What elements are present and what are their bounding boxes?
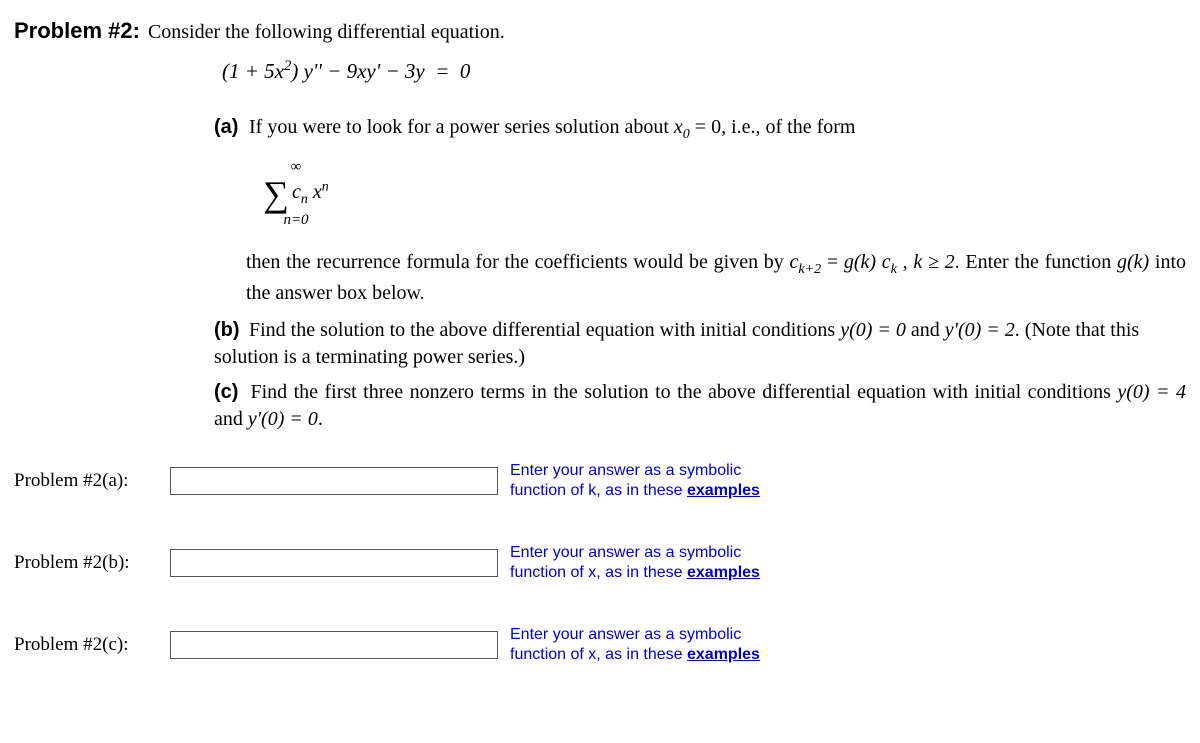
x0-sub: 0 bbox=[683, 127, 690, 142]
answer-b-hint: Enter your answer as a symbolic function… bbox=[510, 543, 790, 583]
heading-row: Problem #2: Consider the following diffe… bbox=[14, 18, 1186, 44]
part-a-text2: = 0, i.e., of the form bbox=[690, 116, 856, 138]
part-c: (c) Find the first three nonzero terms i… bbox=[214, 379, 1186, 433]
problem-label: Problem #2: bbox=[14, 18, 140, 44]
k-cond: k ≥ 2 bbox=[913, 251, 954, 273]
answer-c-examples-link[interactable]: examples bbox=[687, 646, 760, 663]
answer-c-input[interactable] bbox=[170, 631, 498, 659]
ck-c: c bbox=[882, 251, 891, 273]
sigma-expression: ∞ ∑ cn xn n=0 bbox=[256, 159, 336, 229]
part-a-label: (a) bbox=[214, 114, 244, 141]
answer-a-hint: Enter your answer as a symbolic function… bbox=[510, 461, 790, 501]
part-b-y0: y(0) = 0 bbox=[840, 319, 906, 341]
part-c-text1: Find the first three nonzero terms in th… bbox=[250, 381, 1117, 403]
part-a: (a) If you were to look for a power seri… bbox=[214, 114, 1186, 145]
part-b-yp0: y'(0) = 2 bbox=[945, 319, 1015, 341]
answer-a-examples-link[interactable]: examples bbox=[687, 482, 760, 499]
part-c-label: (c) bbox=[214, 379, 244, 406]
answer-row-a: Problem #2(a): Enter your answer as a sy… bbox=[14, 461, 1186, 501]
part-c-and: and bbox=[214, 408, 248, 430]
ck2-sub: k+2 bbox=[798, 262, 821, 277]
part-a-text3a: then the recurrence formula for the coef… bbox=[246, 251, 790, 273]
sigma-lower-limit: n=0 bbox=[283, 212, 308, 229]
answer-a-label: Problem #2(a): bbox=[14, 470, 170, 492]
answer-section: Problem #2(a): Enter your answer as a sy… bbox=[14, 461, 1186, 665]
problem-body: (1 + 5x2) y'' − 9xy' − 3y = 0 (a) If you… bbox=[214, 58, 1186, 433]
answer-c-hint: Enter your answer as a symbolic function… bbox=[510, 625, 790, 665]
part-b-label: (b) bbox=[214, 317, 244, 344]
problem-intro: Consider the following differential equa… bbox=[148, 21, 505, 44]
answer-row-c: Problem #2(c): Enter your answer as a sy… bbox=[14, 625, 1186, 665]
part-b: (b) Find the solution to the above diffe… bbox=[214, 317, 1186, 371]
answer-a-input[interactable] bbox=[170, 467, 498, 495]
answer-b-examples-link[interactable]: examples bbox=[687, 564, 760, 581]
answer-row-b: Problem #2(b): Enter your answer as a sy… bbox=[14, 543, 1186, 583]
sigma-body: cn xn bbox=[292, 180, 329, 209]
part-c-yp0: y'(0) = 0 bbox=[248, 408, 318, 430]
part-a-eq: = bbox=[821, 251, 844, 273]
gk2: g(k) bbox=[1117, 251, 1149, 273]
sigma-symbol: ∑ bbox=[263, 176, 289, 212]
differential-equation: (1 + 5x2) y'' − 9xy' − 3y = 0 bbox=[222, 58, 1186, 84]
part-b-and: and bbox=[906, 319, 945, 341]
part-a-text1: If you were to look for a power series s… bbox=[249, 116, 674, 138]
answer-b-input[interactable] bbox=[170, 549, 498, 577]
part-b-text1: Find the solution to the above different… bbox=[249, 319, 840, 341]
part-a-text3d: . Enter the function bbox=[955, 251, 1117, 273]
answer-b-label: Problem #2(b): bbox=[14, 552, 170, 574]
sigma-upper-limit: ∞ bbox=[291, 159, 302, 176]
gk: g(k) bbox=[844, 251, 876, 273]
answer-c-label: Problem #2(c): bbox=[14, 634, 170, 656]
part-c-text2: . bbox=[318, 408, 323, 430]
part-a-comma: , bbox=[897, 251, 913, 273]
part-c-y0: y(0) = 4 bbox=[1117, 381, 1186, 403]
x0-var: x bbox=[674, 116, 683, 138]
part-a-continuation: then the recurrence formula for the coef… bbox=[246, 249, 1186, 307]
